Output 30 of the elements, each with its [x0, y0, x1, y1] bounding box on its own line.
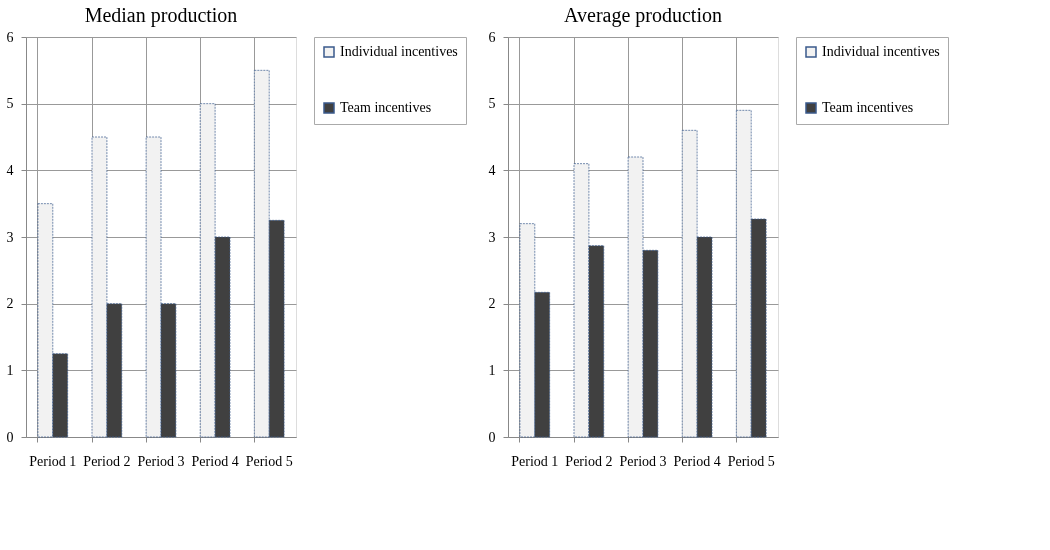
y-tick-label: 4 [488, 162, 496, 178]
x-tick-label: Period 1 [511, 453, 559, 469]
y-tick-label: 6 [488, 29, 496, 45]
x-tick-label: Period 3 [137, 453, 185, 469]
y-tick-label: 1 [488, 362, 496, 378]
x-tick-label: Period 2 [565, 453, 613, 469]
y-tick-label: 2 [488, 296, 496, 312]
y-tick-label: 6 [6, 29, 14, 45]
legend-label: Team incentives [822, 100, 914, 115]
legend-label: Individual incentives [340, 44, 458, 59]
y-tick-label: 2 [6, 296, 14, 312]
legend-label: Individual incentives [822, 44, 940, 59]
x-tick-label: Period 5 [245, 453, 293, 469]
y-tick-label: 3 [488, 229, 496, 245]
y-tick-label: 5 [6, 96, 14, 112]
y-tick-label: 0 [488, 429, 496, 445]
y-tick-label: 5 [488, 96, 496, 112]
y-tick-label: 1 [6, 362, 14, 378]
x-tick-label: Period 1 [29, 453, 77, 469]
x-tick-label: Period 4 [191, 453, 239, 469]
x-tick-label: Period 2 [83, 453, 131, 469]
y-tick-label: 4 [6, 162, 14, 178]
legend-label: Team incentives [340, 100, 432, 115]
chart-title: Average production [564, 4, 722, 27]
y-tick-label: 0 [6, 429, 14, 445]
chart-title: Median production [84, 4, 238, 27]
x-tick-label: Period 5 [727, 453, 775, 469]
x-tick-label: Period 3 [619, 453, 667, 469]
y-tick-label: 3 [6, 229, 14, 245]
x-tick-label: Period 4 [673, 453, 721, 469]
